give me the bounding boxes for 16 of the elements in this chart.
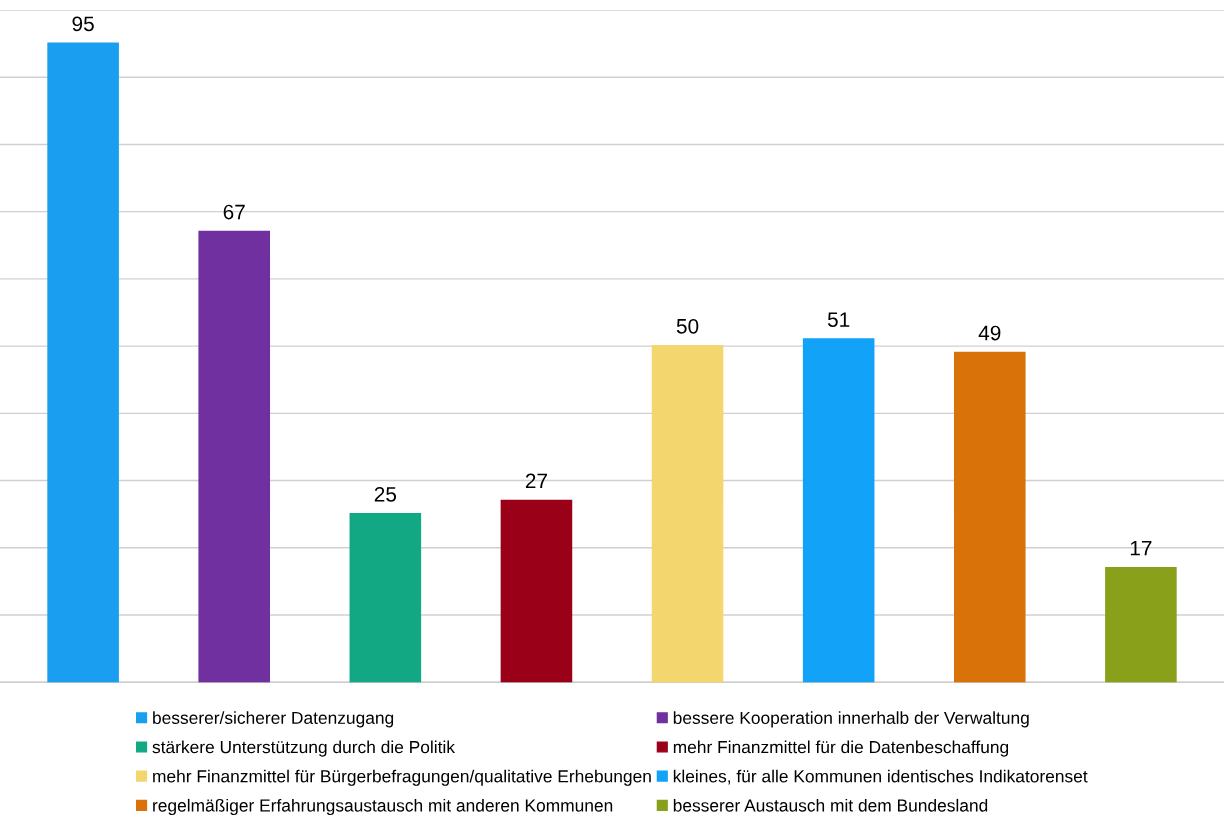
data-label: 67	[223, 204, 245, 220]
data-label: 50	[676, 318, 699, 334]
legend-label: mehr Finanzmittel für Bürgerbefragungen/qualitative Erhebungen	[153, 769, 651, 786]
data-label: 51	[827, 312, 850, 327]
legend-label: stärkere Unterstützung durch die Politik	[152, 740, 456, 757]
legend-label: kleines, für alle Kommunen identisches Indikatorenset	[673, 769, 1088, 785]
legend-label: mehr Finanzmittel für die Datenbeschaffung	[673, 740, 1009, 757]
legend-label: besserer Austausch mit dem Bundesland	[673, 798, 988, 812]
data-label: 95	[72, 16, 94, 32]
legend-label: bessere Kooperation innerhalb der Verwaltung	[673, 711, 1029, 728]
data-label: 17	[1130, 540, 1152, 556]
data-label: 27	[525, 473, 547, 489]
legend-label: besserer/sicherer Datenzugang	[153, 711, 394, 728]
data-label: 25	[374, 486, 397, 502]
data-label: 49	[978, 325, 1001, 341]
legend-label: regelmäßiger Erfahrungsaustausch mit anderen Kommunen	[153, 798, 613, 816]
